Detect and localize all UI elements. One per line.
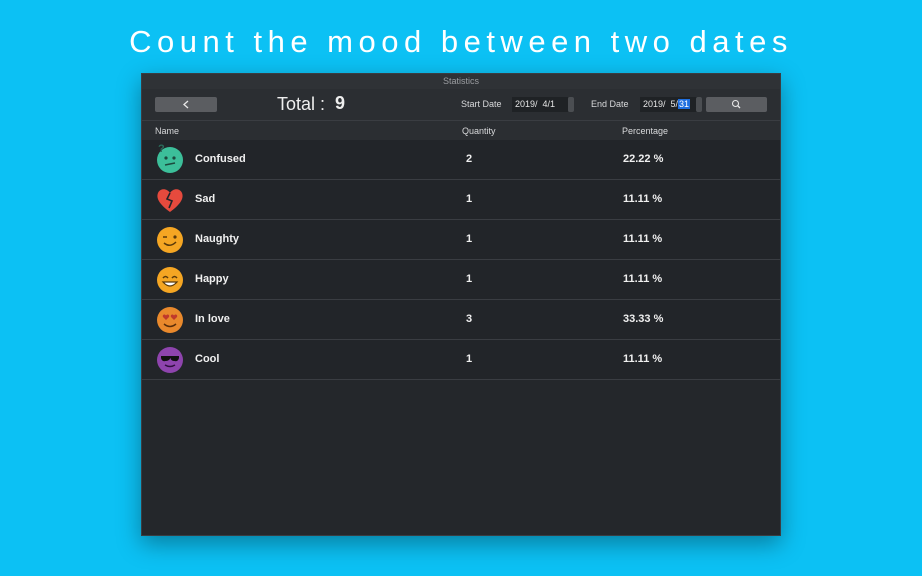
column-header: Quantity [462, 126, 496, 136]
mood-name: In love [195, 313, 230, 325]
mood-percentage: 11.11 % [623, 193, 663, 205]
end-stepper[interactable] [696, 97, 702, 112]
column-header: Name [155, 126, 180, 136]
table-row[interactable]: ? Confused 2 22.22 % [142, 140, 780, 180]
start-date-prefix: 2019/ 4/ [515, 99, 551, 109]
mood-percentage: 11.11 % [623, 273, 663, 285]
headline: Count the mood between two dates [129, 24, 793, 59]
mood-name: Confused [195, 153, 246, 165]
mood-quantity: 1 [466, 233, 473, 245]
end-label: End Date [591, 99, 629, 109]
mood-quantity: 1 [466, 273, 473, 285]
mood-quantity: 3 [466, 313, 473, 325]
window-title: Statistics [142, 74, 780, 90]
mood-icon [157, 227, 183, 253]
mood-name: Happy [195, 273, 229, 285]
mood-quantity: 1 [466, 193, 473, 205]
start-stepper[interactable] [568, 97, 574, 112]
table-header: Name Quantity Percentage [142, 121, 780, 141]
mood-percentage: 22.22 % [623, 153, 664, 165]
svg-text:?: ? [158, 144, 165, 155]
search-button[interactable] [706, 97, 767, 112]
mood-icon [157, 347, 183, 373]
end-date-day: 31 [678, 99, 691, 109]
back-icon [183, 100, 189, 109]
start-date-day: 1 [550, 99, 556, 109]
end-date-prefix: 2019/ 5/ [643, 99, 679, 109]
back-button[interactable] [155, 97, 217, 112]
total-value: 9 [335, 93, 346, 113]
mood-percentage: 11.11 % [623, 353, 663, 365]
mood-name: Cool [195, 353, 220, 365]
table-row[interactable]: Happy 1 11.11 % [142, 260, 780, 300]
start-label: Start Date [461, 99, 502, 109]
mood-icon [157, 267, 183, 293]
mood-percentage: 11.11 % [623, 233, 663, 245]
mood-name: Sad [195, 193, 216, 205]
total-label: Total : [277, 94, 326, 114]
toolbar: Total : 9 Start Date 2019/ 4/1 End Date … [142, 89, 780, 121]
table-row[interactable]: Cool 1 11.11 % [142, 340, 780, 380]
mood-icon [157, 307, 183, 333]
mood-icon: ? [157, 144, 183, 173]
mood-name: Naughty [195, 233, 239, 245]
table-row[interactable]: In love 3 33.33 % [142, 300, 780, 340]
column-header: Percentage [622, 126, 669, 136]
mood-percentage: 33.33 % [623, 313, 664, 325]
table-row[interactable]: Sad 1 11.11 % [142, 180, 780, 220]
mood-icon [157, 189, 183, 212]
table-row[interactable]: Naughty 1 11.11 % [142, 220, 780, 260]
start-date[interactable]: 2019/ 4/1 [512, 97, 568, 112]
window: Statistics Total : 9 Start Date 2019/ 4/… [141, 73, 781, 536]
mood-quantity: 2 [466, 153, 473, 165]
search-icon [731, 99, 741, 109]
end-date[interactable]: 2019/ 5/31 [640, 97, 697, 112]
mood-quantity: 1 [466, 353, 473, 365]
